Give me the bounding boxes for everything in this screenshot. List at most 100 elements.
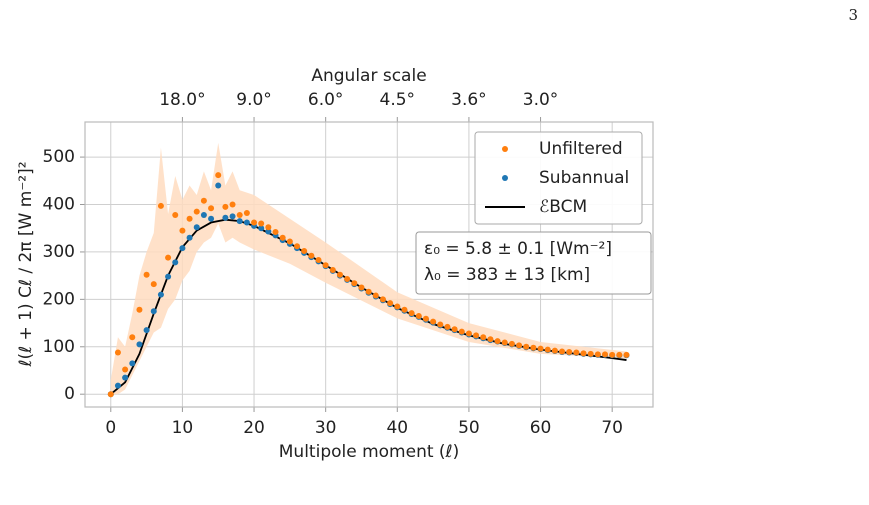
data-point [193,208,200,215]
y-tick-label: 300 [43,242,75,262]
data-point [358,284,365,291]
data-point [308,252,315,259]
data-point [344,275,351,282]
x2-tick-label: 18.0° [159,90,205,110]
x-tick-label: 20 [243,418,265,438]
data-point [508,340,515,347]
data-point [501,339,508,346]
data-point [616,351,623,358]
data-point [580,350,587,357]
data-point [172,211,179,218]
data-point [236,211,243,218]
data-point [279,234,286,241]
uncertainty-band [110,142,627,395]
x-tick-label: 60 [530,418,552,438]
data-point [315,256,322,263]
data-point [444,323,451,330]
data-point [587,350,594,357]
data-point [251,219,258,226]
data-point [215,182,222,189]
legend-swatch [502,146,508,152]
plot-area [107,142,630,398]
data-point [465,330,472,337]
x-tick-label: 70 [601,418,623,438]
data-point [430,318,437,325]
y-tick-label: 0 [64,384,75,404]
plot-frame [84,121,654,408]
data-point [286,238,293,245]
data-point [165,254,172,261]
data-point [372,292,379,299]
data-point [336,271,343,278]
data-point [265,224,272,231]
data-point [594,351,601,358]
data-point [272,229,279,236]
data-point [551,347,558,354]
data-point [408,310,415,317]
data-point [136,306,143,313]
data-point [208,215,215,222]
x2-tick-label: 6.0° [308,90,344,110]
legend-label: Subannual [539,168,629,188]
data-point [179,245,186,252]
data-point [136,341,143,348]
y-tick-label: 200 [43,289,75,309]
data-point [200,211,207,218]
data-point [609,351,616,358]
data-point [157,291,164,298]
data-point [437,321,444,328]
annotation-text: λ₀ = 383 ± 13 [km] [424,265,590,285]
data-point [172,259,179,266]
data-point [193,224,200,231]
data-point [544,346,551,353]
data-point [422,315,429,322]
data-point [258,225,265,232]
data-point [186,215,193,222]
data-point [329,266,336,273]
data-point [243,210,250,217]
x2-axis-label: Angular scale [311,66,426,86]
data-point [208,205,215,212]
data-point [473,332,480,339]
data-point [129,334,136,341]
data-point [150,281,157,288]
data-point [129,360,136,367]
y-tick-label: 100 [43,337,75,357]
legend-label: Unfiltered [539,139,623,159]
data-point [301,247,308,254]
data-point [186,234,193,241]
data-point [236,218,243,225]
data-point [379,296,386,303]
data-point [294,243,301,250]
data-point [243,219,250,226]
data-point [365,288,372,295]
data-point [451,326,458,333]
data-point [351,280,358,287]
data-point [200,197,207,204]
data-point [516,342,523,349]
data-point [394,303,401,310]
x-tick-label: 0 [105,418,116,438]
data-point [215,172,222,179]
data-point [480,334,487,341]
data-point [122,366,129,373]
data-point [494,338,501,345]
data-point [150,308,157,315]
x2-tick-label: 9.0° [236,90,272,110]
data-point [114,349,121,356]
x2-tick-label: 3.6° [451,90,487,110]
page-number: 3 [848,6,858,24]
data-point [322,262,329,269]
data-point [537,345,544,352]
data-point [229,201,236,208]
data-point [179,227,186,234]
data-point [265,228,272,235]
data-point [573,349,580,356]
data-point [114,382,121,389]
x2-tick-label: 3.0° [523,90,559,110]
annotation-text: ε₀ = 5.8 ± 0.1 [Wm⁻²] [424,239,612,259]
legend-swatch [502,175,508,181]
x2-tick-label: 4.5° [380,90,416,110]
data-point [623,351,630,358]
